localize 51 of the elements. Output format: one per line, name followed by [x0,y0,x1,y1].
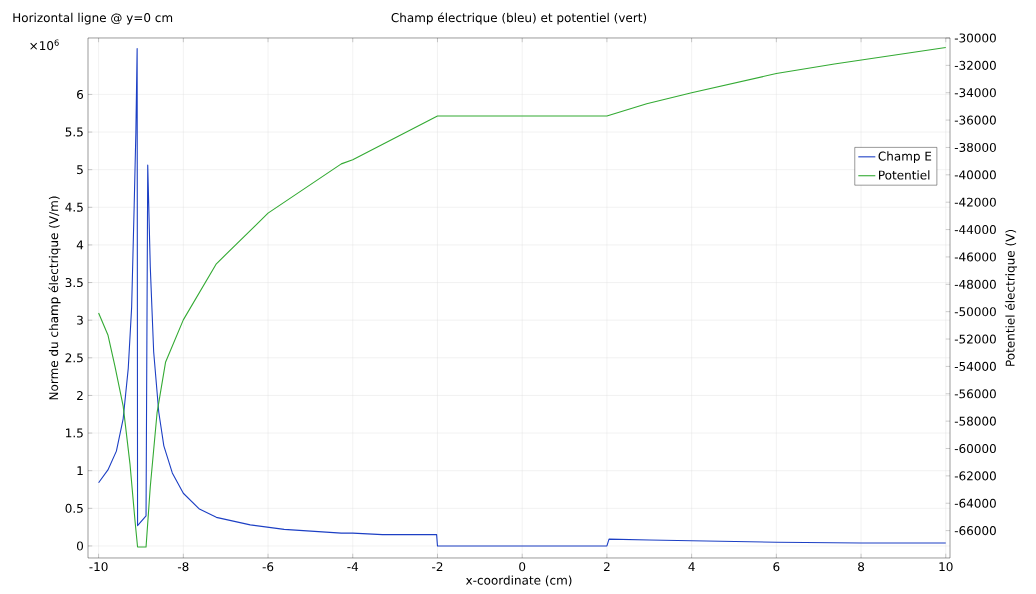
y-tick-label: 5.5 [65,127,83,137]
y-tick-label: 1.5 [66,428,83,438]
y2-tick-label: -44000 [954,225,996,235]
y-tick-label: 5 [77,165,83,175]
y-tick-label: 2 [77,390,83,400]
x-tick-label: 0 [519,562,526,572]
y-tick-label: 3 [77,315,83,325]
y2-tick-label: -38000 [954,142,996,152]
x-tick-label: -8 [177,562,189,572]
y2-tick-label: -34000 [954,88,996,98]
y2-tick-label: -48000 [954,279,996,289]
y2-tick-label: -56000 [954,389,996,399]
y2-tick-label: -32000 [954,60,996,70]
x-tick-label: 6 [773,562,780,572]
y2-tick-label: -42000 [954,197,996,207]
x-tick-label: 8 [858,562,865,572]
y2-tick-label: -36000 [954,115,996,125]
y-tick-label: 1 [77,466,83,476]
text: Horizontal ligne @ y=0 cm [13,12,173,25]
x-tick-label: 2 [603,562,610,572]
y-axis-title: Norme du champ électrique (V/m) [48,196,61,400]
y2-tick-label: -62000 [954,471,996,481]
legend-label: Potentiel [879,170,930,180]
x-tick-label: -2 [432,562,443,572]
y2-axis-title: Potentiel électrique (V) [1004,229,1018,366]
x-tick-label: 10 [939,562,953,572]
y2-tick-label: -66000 [954,526,996,536]
y-tick-label: 3.5 [65,278,83,288]
y-tick-label: 2.5 [65,353,83,363]
x-tick-label: 4 [688,562,695,571]
y2-tick-label: -46000 [954,252,996,262]
y-tick-label: 6 [77,89,84,99]
x-tick-label: -6 [262,562,274,572]
y2-tick-label: -30000 [954,33,996,43]
y-tick-label: 4.5 [65,202,83,212]
text: ×10$^{6}$ [30,39,59,51]
x-tick-label: -4 [347,562,359,571]
x-axis-title: x-coordinate (cm) [465,575,572,587]
y-tick-label: 4 [76,240,84,250]
y-tick-label: 0.5 [65,503,83,513]
y2-tick-label: -64000 [954,498,996,508]
x-tick-label: -10 [89,562,108,572]
legend-label: Champ E [878,151,932,163]
y2-tick-label: -50000 [954,307,996,317]
y-tick-label: 0 [76,541,84,551]
y2-tick-label: -40000 [954,170,996,180]
y2-tick-label: -54000 [954,361,996,371]
y2-tick-label: -60000 [954,443,996,454]
chart-title: Champ électrique (bleu) et potentiel (vert) [391,12,647,25]
y2-tick-label: -58000 [954,416,996,426]
y2-tick-label: -52000 [954,334,996,344]
